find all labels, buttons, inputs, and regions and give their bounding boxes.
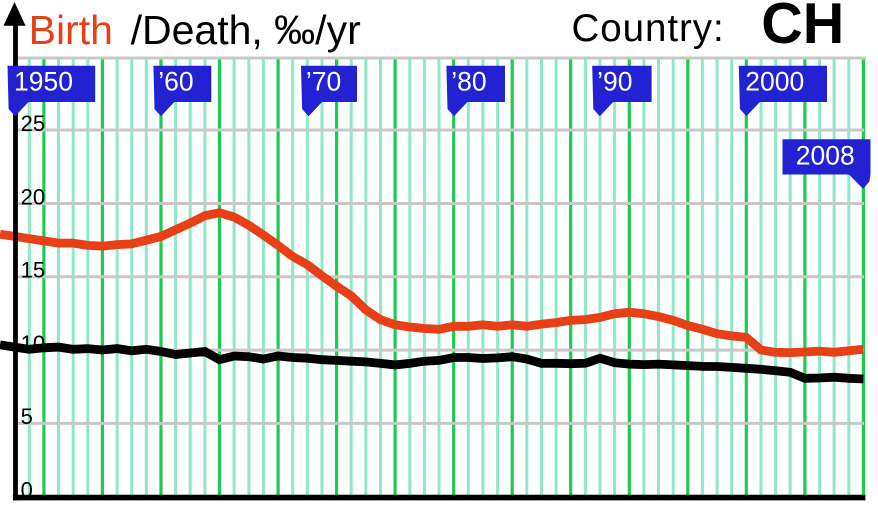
svg-text:15: 15 bbox=[21, 258, 45, 283]
svg-text:2000: 2000 bbox=[745, 67, 804, 97]
svg-text:1950: 1950 bbox=[14, 67, 73, 97]
svg-text:CH: CH bbox=[761, 0, 844, 56]
svg-text:2008: 2008 bbox=[796, 141, 855, 171]
svg-text:Country:: Country: bbox=[572, 7, 725, 50]
svg-text:Birth: Birth bbox=[29, 7, 113, 53]
svg-text:’60: ’60 bbox=[158, 67, 193, 97]
svg-text:’90: ’90 bbox=[597, 67, 632, 97]
svg-text:’80: ’80 bbox=[451, 67, 486, 97]
svg-text:5: 5 bbox=[21, 404, 33, 429]
svg-text:’70: ’70 bbox=[306, 67, 341, 97]
svg-text:20: 20 bbox=[21, 184, 45, 209]
svg-text:25: 25 bbox=[21, 111, 45, 136]
svg-text:/Death, ‰/yr: /Death, ‰/yr bbox=[131, 7, 361, 53]
